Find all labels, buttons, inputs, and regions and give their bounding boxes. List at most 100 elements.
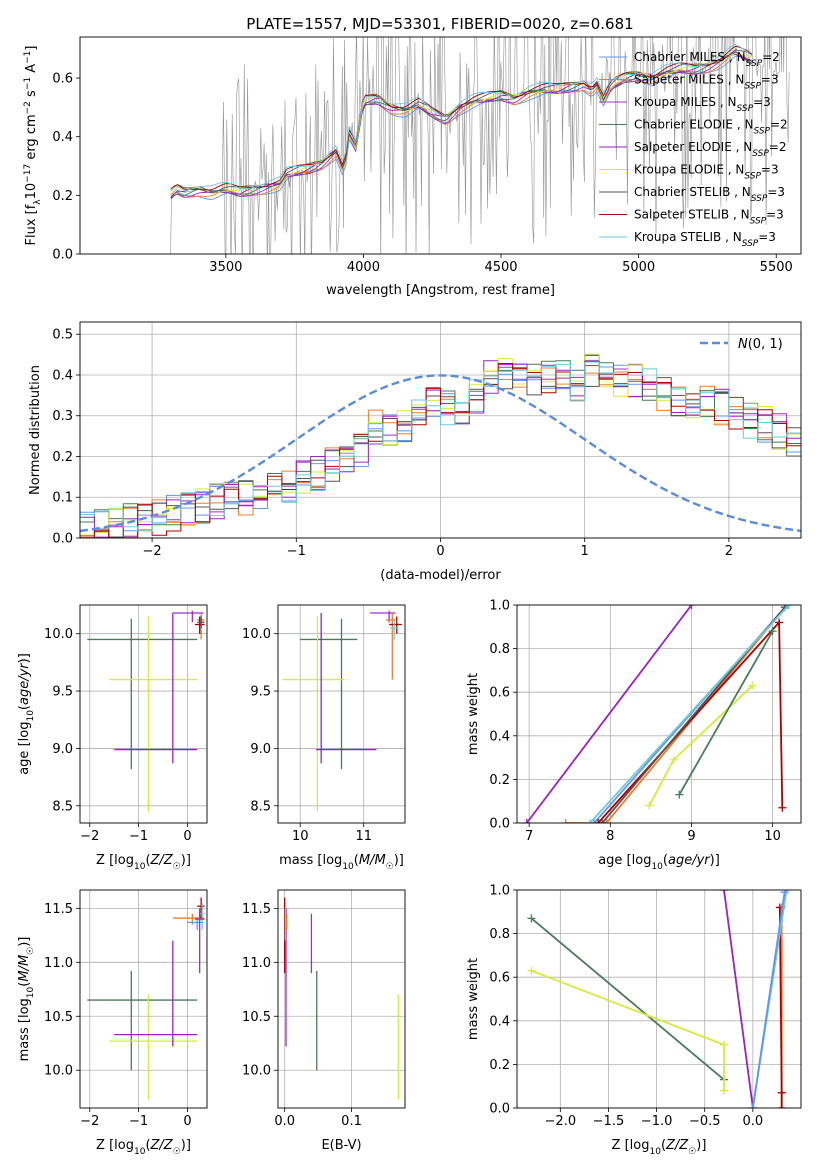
axes-frame — [79, 889, 208, 1109]
y-tick-label: 0.0 — [52, 248, 73, 263]
panel-spectrum: 3500 4000 4500 5000 5500 0.0 0.2 0.4 0.6 Chabrier… — [23, 36, 802, 298]
plus-marker — [778, 803, 787, 812]
legend-label: Chabrier ELODIE , NSSP=2 — [634, 118, 788, 137]
y-tick-label: 10.5 — [44, 1010, 73, 1025]
normal-curve — [80, 374, 801, 533]
x-axis-label: (data-model)/error — [380, 568, 501, 583]
model-line — [170, 45, 753, 191]
plus-marker — [527, 966, 536, 975]
x-axis-label: Z [log10(Z/Z☉)] — [96, 853, 191, 872]
plus-marker — [527, 914, 536, 923]
y-tick-label: 10.0 — [242, 1064, 271, 1079]
y-tick-label: 8.5 — [52, 799, 73, 814]
y-tick-label: 0.4 — [489, 1014, 510, 1029]
legend-label: Salpeter ELODIE , NSSP=2 — [634, 140, 786, 159]
plus-marker — [719, 1086, 728, 1095]
x-tick-label: −1.0 — [641, 1114, 673, 1129]
histogram-step — [80, 359, 801, 538]
panel-mass-age: 10 11 8.5 9.0 9.5 10.0 mass [log10(M/M☉)] — [242, 604, 406, 872]
y-tick-label: 0.1 — [52, 491, 73, 506]
y-tick-label: 10.0 — [44, 627, 73, 642]
y-tick-label: 9.0 — [52, 742, 73, 757]
plus-marker — [602, 819, 611, 823]
plot-area-Z-weight — [527, 890, 791, 1108]
plus-marker — [594, 819, 603, 823]
x-axis-label: mass [log10(M/M☉)] — [279, 853, 404, 872]
y-tick-label: 0.0 — [52, 532, 73, 547]
legend-label: Kroupa MILES , NSSP=3 — [634, 95, 771, 114]
model-line — [170, 52, 753, 198]
axes-frame — [516, 604, 802, 824]
y-tick-label: 0.8 — [489, 927, 510, 942]
plot-area-mass-age — [283, 610, 402, 812]
y-tick-label: 1.0 — [489, 884, 510, 899]
y-tick-label: 10.0 — [242, 627, 271, 642]
plot-area-Z-age — [87, 610, 205, 812]
x-tick-label: 10 — [292, 829, 309, 844]
x-tick-label: 0 — [183, 829, 191, 844]
y-tick-label: 1.0 — [489, 599, 510, 614]
panel-Z-weight: −2.0 −1.5 −1.0 −0.5 0.0 0.0 0.2 0.4 0.6 0.8 1.0 Z [… — [466, 884, 802, 1157]
y-tick-label: 11.5 — [44, 902, 73, 917]
plus-marker — [669, 755, 678, 764]
plus-marker — [768, 627, 777, 636]
model-line — [170, 49, 753, 194]
y-tick-label: 0.2 — [52, 189, 73, 204]
legend-label: Kroupa STELIB , NSSP=3 — [634, 230, 776, 249]
x-tick-label: −1 — [129, 829, 148, 844]
plus-marker — [590, 819, 599, 823]
y-tick-label: 9.5 — [250, 685, 271, 700]
y-axis-label: mass weight — [466, 958, 481, 1040]
x-tick-label: −2 — [80, 1114, 99, 1129]
weight-line — [752, 892, 786, 1108]
y-tick-label: 8.5 — [250, 799, 271, 814]
x-axis-label: Z [log10(Z/Z☉)] — [96, 1138, 191, 1157]
x-tick-label: −2.0 — [545, 1114, 577, 1129]
axes-frame — [277, 889, 406, 1109]
x-tick-label: 8 — [606, 829, 614, 844]
x-tick-label: −1 — [129, 1114, 148, 1129]
y-tick-label: 11.0 — [242, 956, 271, 971]
x-axis-label: age [log10(age/yr)] — [598, 853, 720, 872]
panel-Z-mass: −2 −1 0 10.0 10.5 11.0 11.5 Z [log10(Z/Z☉)] mass… — [17, 889, 208, 1157]
plus-marker — [687, 605, 696, 609]
plus-marker — [719, 1040, 728, 1049]
plot-area-residuals — [80, 353, 801, 538]
y-axis-label: Normed distribution — [28, 365, 43, 495]
x-tick-label: 5000 — [622, 260, 655, 275]
x-axis-label: wavelength [Angstrom, rest frame] — [326, 283, 555, 298]
axes-frame — [79, 604, 208, 824]
y-tick-label: 0.4 — [489, 729, 510, 744]
model-line — [170, 43, 753, 191]
y-tick-label: 10.5 — [242, 1010, 271, 1025]
y-tick-label: 0.2 — [489, 773, 510, 788]
axes-frame — [79, 36, 802, 255]
weight-line — [678, 630, 774, 796]
plus-marker — [777, 1104, 786, 1108]
panel-residuals: −2 −1 0 1 2 0.0 0.1 0.2 0.3 0.4 0.5 N(0, 1) (data-mo… — [28, 321, 802, 583]
plus-marker — [561, 819, 570, 823]
histogram-step — [80, 367, 801, 538]
legend-label: N(0, 1) — [738, 337, 783, 352]
panel-Z-age: −2 −1 0 8.5 9.0 9.5 10.0 Z [log10(Z/Z☉)] age [lo… — [17, 604, 208, 872]
y-tick-label: 9.0 — [250, 742, 271, 757]
x-tick-label: 3500 — [209, 260, 242, 275]
histogram-step — [80, 360, 801, 538]
x-tick-label: −1 — [287, 544, 306, 559]
x-tick-label: 0.0 — [743, 1114, 764, 1129]
y-tick-label: 0.0 — [489, 1102, 510, 1117]
x-tick-label: −2 — [80, 829, 99, 844]
y-tick-label: 0.8 — [489, 642, 510, 657]
weight-line — [589, 605, 790, 823]
x-tick-label: 11 — [355, 829, 372, 844]
x-tick-label: 10 — [764, 829, 781, 844]
x-tick-label: −0.5 — [689, 1114, 721, 1129]
plot-area-Z-mass — [87, 897, 205, 1100]
y-tick-label: 0.5 — [52, 328, 73, 343]
legend-label: Kroupa ELODIE , NSSP=3 — [634, 163, 779, 182]
y-tick-label: 0.3 — [52, 409, 73, 424]
y-axis-label: Flux [fλ10−17 erg cm−2 s−1 A−1] — [23, 46, 43, 246]
plot-area-age-weight — [522, 605, 793, 823]
y-tick-label: 0.4 — [52, 130, 73, 145]
